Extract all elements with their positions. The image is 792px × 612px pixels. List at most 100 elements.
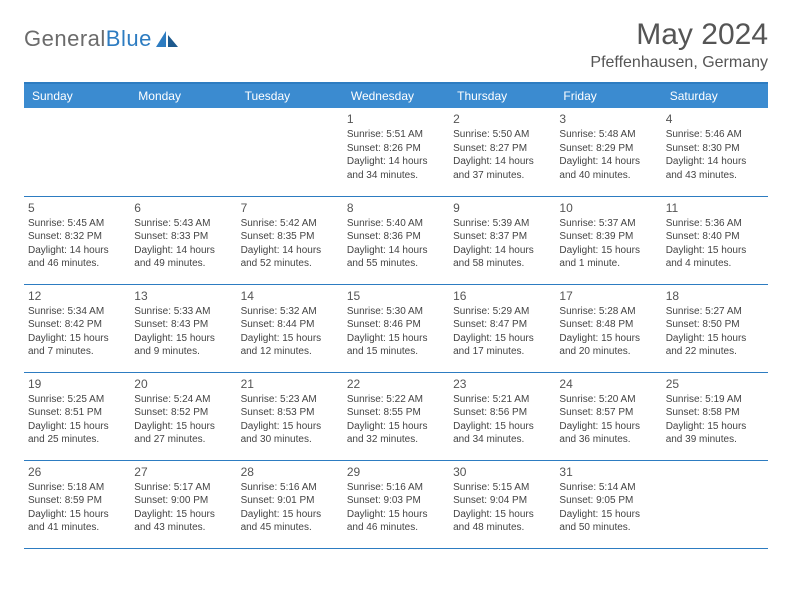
calendar-day-cell: 17Sunrise: 5:28 AMSunset: 8:48 PMDayligh…	[555, 284, 661, 372]
day-number: 15	[347, 289, 443, 303]
header: GeneralBlue May 2024 Pfeffenhausen, Germ…	[24, 18, 768, 72]
sunset-line: Sunset: 8:33 PM	[134, 230, 230, 244]
sunset-line: Sunset: 8:46 PM	[347, 318, 443, 332]
brand-logo: GeneralBlue	[24, 26, 180, 52]
day-number: 20	[134, 377, 230, 391]
day-number: 24	[559, 377, 655, 391]
daylight-line: Daylight: 15 hours and 36 minutes.	[559, 420, 655, 447]
brand-part2: Blue	[106, 26, 152, 51]
day-info: Sunrise: 5:23 AMSunset: 8:53 PMDaylight:…	[241, 393, 337, 447]
calendar-day-cell: 5Sunrise: 5:45 AMSunset: 8:32 PMDaylight…	[24, 196, 130, 284]
calendar-day-cell: 14Sunrise: 5:32 AMSunset: 8:44 PMDayligh…	[237, 284, 343, 372]
calendar-day-cell: 19Sunrise: 5:25 AMSunset: 8:51 PMDayligh…	[24, 372, 130, 460]
sunrise-line: Sunrise: 5:17 AM	[134, 481, 230, 495]
day-header: Sunday	[24, 83, 130, 108]
sunrise-line: Sunrise: 5:27 AM	[666, 305, 762, 319]
calendar-body: 1Sunrise: 5:51 AMSunset: 8:26 PMDaylight…	[24, 108, 768, 548]
calendar-day-cell: 8Sunrise: 5:40 AMSunset: 8:36 PMDaylight…	[343, 196, 449, 284]
daylight-line: Daylight: 15 hours and 20 minutes.	[559, 332, 655, 359]
daylight-line: Daylight: 14 hours and 37 minutes.	[453, 155, 549, 182]
day-number: 3	[559, 112, 655, 126]
month-title: May 2024	[590, 18, 768, 52]
daylight-line: Daylight: 14 hours and 34 minutes.	[347, 155, 443, 182]
day-info: Sunrise: 5:30 AMSunset: 8:46 PMDaylight:…	[347, 305, 443, 359]
day-number: 29	[347, 465, 443, 479]
day-info: Sunrise: 5:40 AMSunset: 8:36 PMDaylight:…	[347, 217, 443, 271]
sunset-line: Sunset: 8:30 PM	[666, 142, 762, 156]
day-info: Sunrise: 5:48 AMSunset: 8:29 PMDaylight:…	[559, 128, 655, 182]
calendar-day-cell	[662, 460, 768, 548]
day-number: 31	[559, 465, 655, 479]
sunrise-line: Sunrise: 5:36 AM	[666, 217, 762, 231]
day-number: 25	[666, 377, 762, 391]
calendar-day-cell: 12Sunrise: 5:34 AMSunset: 8:42 PMDayligh…	[24, 284, 130, 372]
sunrise-line: Sunrise: 5:20 AM	[559, 393, 655, 407]
day-info: Sunrise: 5:39 AMSunset: 8:37 PMDaylight:…	[453, 217, 549, 271]
daylight-line: Daylight: 15 hours and 25 minutes.	[28, 420, 124, 447]
title-block: May 2024 Pfeffenhausen, Germany	[590, 18, 768, 72]
daylight-line: Daylight: 15 hours and 17 minutes.	[453, 332, 549, 359]
sunset-line: Sunset: 9:05 PM	[559, 494, 655, 508]
calendar-day-cell	[237, 108, 343, 196]
calendar-day-cell: 18 Sunrise: 5:27 AMSunset: 8:50 PMDayligh…	[662, 284, 768, 372]
sunrise-line: Sunrise: 5:25 AM	[28, 393, 124, 407]
calendar-week-row: 12Sunrise: 5:34 AMSunset: 8:42 PMDayligh…	[24, 284, 768, 372]
sail-icon	[154, 29, 180, 49]
sunrise-line: Sunrise: 5:15 AM	[453, 481, 549, 495]
day-info: Sunrise: 5:25 AMSunset: 8:51 PMDaylight:…	[28, 393, 124, 447]
day-info: Sunrise: 5:28 AMSunset: 8:48 PMDaylight:…	[559, 305, 655, 359]
day-number: 12	[28, 289, 124, 303]
day-info: Sunrise: 5:21 AMSunset: 8:56 PMDaylight:…	[453, 393, 549, 447]
day-info: Sunrise: 5:14 AMSunset: 9:05 PMDaylight:…	[559, 481, 655, 535]
calendar-table: SundayMondayTuesdayWednesdayThursdayFrid…	[24, 82, 768, 549]
day-number: 21	[241, 377, 337, 391]
sunset-line: Sunset: 8:29 PM	[559, 142, 655, 156]
sunrise-line: Sunrise: 5:32 AM	[241, 305, 337, 319]
daylight-line: Daylight: 15 hours and 30 minutes.	[241, 420, 337, 447]
day-number: 18	[666, 289, 762, 303]
brand-part1: General	[24, 26, 106, 51]
daylight-line: Daylight: 15 hours and 43 minutes.	[134, 508, 230, 535]
sunrise-line: Sunrise: 5:33 AM	[134, 305, 230, 319]
sunrise-line: Sunrise: 5:18 AM	[28, 481, 124, 495]
sunset-line: Sunset: 8:58 PM	[666, 406, 762, 420]
sunrise-line: Sunrise: 5:16 AM	[241, 481, 337, 495]
calendar-day-cell: 31 Sunrise: 5:14 AMSunset: 9:05 PMDayligh…	[555, 460, 661, 548]
sunset-line: Sunset: 8:47 PM	[453, 318, 549, 332]
day-info: Sunrise: 5:16 AMSunset: 9:01 PMDaylight:…	[241, 481, 337, 535]
sunrise-line: Sunrise: 5:37 AM	[559, 217, 655, 231]
daylight-line: Daylight: 15 hours and 15 minutes.	[347, 332, 443, 359]
calendar-day-cell: 30Sunrise: 5:15 AMSunset: 9:04 PMDayligh…	[449, 460, 555, 548]
sunrise-line: Sunrise: 5:23 AM	[241, 393, 337, 407]
calendar-day-cell: 10Sunrise: 5:37 AMSunset: 8:39 PMDayligh…	[555, 196, 661, 284]
day-number: 26	[28, 465, 124, 479]
day-info: Sunrise: 5:36 AMSunset: 8:40 PMDaylight:…	[666, 217, 762, 271]
daylight-line: Daylight: 15 hours and 50 minutes.	[559, 508, 655, 535]
day-info: Sunrise: 5:27 AMSunset: 8:50 PMDaylight:…	[666, 305, 762, 359]
daylight-line: Daylight: 14 hours and 43 minutes.	[666, 155, 762, 182]
sunrise-line: Sunrise: 5:43 AM	[134, 217, 230, 231]
sunset-line: Sunset: 9:00 PM	[134, 494, 230, 508]
calendar-day-cell: 11Sunrise: 5:36 AMSunset: 8:40 PMDayligh…	[662, 196, 768, 284]
sunrise-line: Sunrise: 5:48 AM	[559, 128, 655, 142]
sunset-line: Sunset: 9:03 PM	[347, 494, 443, 508]
sunrise-line: Sunrise: 5:46 AM	[666, 128, 762, 142]
day-number: 14	[241, 289, 337, 303]
day-number: 23	[453, 377, 549, 391]
sunrise-line: Sunrise: 5:42 AM	[241, 217, 337, 231]
day-header: Thursday	[449, 83, 555, 108]
day-info: Sunrise: 5:22 AMSunset: 8:55 PMDaylight:…	[347, 393, 443, 447]
sunset-line: Sunset: 9:01 PM	[241, 494, 337, 508]
sunrise-line: Sunrise: 5:30 AM	[347, 305, 443, 319]
sunrise-line: Sunrise: 5:29 AM	[453, 305, 549, 319]
day-header: Friday	[555, 83, 661, 108]
day-number: 1	[347, 112, 443, 126]
daylight-line: Daylight: 15 hours and 4 minutes.	[666, 244, 762, 271]
sunset-line: Sunset: 8:57 PM	[559, 406, 655, 420]
sunrise-line: Sunrise: 5:39 AM	[453, 217, 549, 231]
day-number: 10	[559, 201, 655, 215]
sunset-line: Sunset: 8:55 PM	[347, 406, 443, 420]
day-info: Sunrise: 5:50 AMSunset: 8:27 PMDaylight:…	[453, 128, 549, 182]
sunset-line: Sunset: 8:43 PM	[134, 318, 230, 332]
day-info: Sunrise: 5:17 AMSunset: 9:00 PMDaylight:…	[134, 481, 230, 535]
